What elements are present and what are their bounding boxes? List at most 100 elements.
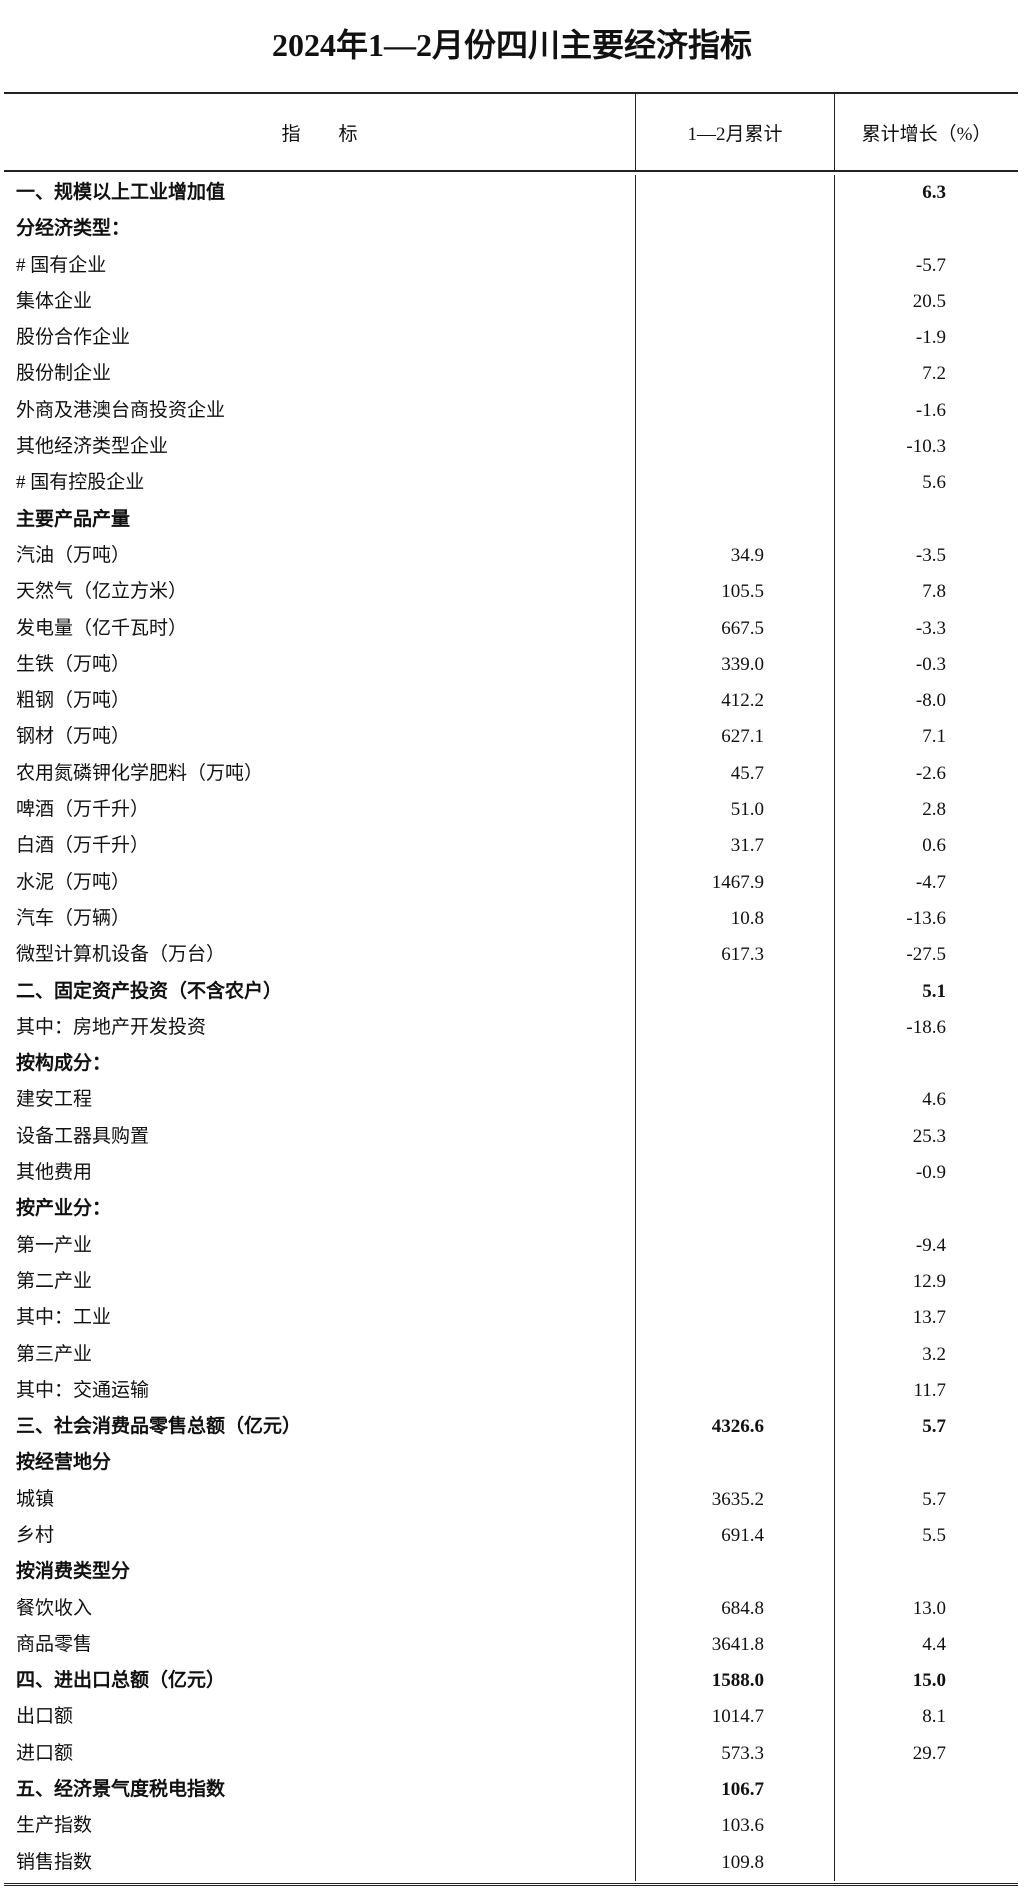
table-row: 二、固定资产投资（不含农户） 5.1 xyxy=(4,973,1018,1010)
row-label: 水泥（万吨） xyxy=(16,871,131,893)
table-row: 按构成分： xyxy=(4,1046,1018,1083)
row-growth: -1.6 xyxy=(834,392,1018,430)
row-label: 第一产业 xyxy=(16,1234,93,1256)
row-growth: 5.6 xyxy=(834,465,1018,502)
row-cumulative: 4326.6 xyxy=(635,1409,834,1446)
table-row: 商品零售 3641.8 4.4 xyxy=(4,1626,1018,1664)
row-cumulative xyxy=(635,973,834,1010)
row-label: 集体企业 xyxy=(16,290,93,312)
table-row: 进口额 573.3 29.7 xyxy=(4,1735,1018,1773)
row-cumulative xyxy=(635,1554,834,1591)
row-label: 啤酒（万千升） xyxy=(16,799,150,821)
row-label: 白酒（万千升） xyxy=(16,835,150,857)
table-row: 城镇 3635.2 5.7 xyxy=(4,1481,1018,1518)
row-cumulative xyxy=(635,465,834,502)
row-growth: 5.7 xyxy=(834,1481,1018,1518)
table-row: 按经营地分 xyxy=(4,1445,1018,1482)
row-growth: 12.9 xyxy=(834,1263,1018,1301)
table-row: 汽车（万辆） 10.8 -13.6 xyxy=(4,900,1018,938)
row-label: 一、规模以上工业增加值 xyxy=(16,182,226,203)
row-label: 出口额 xyxy=(16,1706,74,1728)
table-header: 指 标 1—2月累计 累计增长（%） xyxy=(4,94,1018,172)
row-growth: 25.3 xyxy=(834,1118,1018,1156)
row-label: 其中：工业 xyxy=(16,1307,112,1329)
row-growth: 2.8 xyxy=(834,792,1018,829)
row-growth xyxy=(834,1191,1018,1228)
row-label: 天然气（亿立方米） xyxy=(16,581,188,603)
row-cumulative: 51.0 xyxy=(635,792,834,829)
row-cumulative xyxy=(635,1191,834,1228)
row-growth: 3.2 xyxy=(834,1336,1018,1373)
row-cumulative: 109.8 xyxy=(635,1844,834,1881)
row-cumulative xyxy=(635,1336,834,1373)
row-label: 城镇 xyxy=(16,1488,55,1510)
table-row: 销售指数 109.8 xyxy=(4,1844,1018,1881)
row-growth: 8.1 xyxy=(834,1699,1018,1736)
row-growth: -18.6 xyxy=(834,1009,1018,1047)
row-growth: 11.7 xyxy=(834,1372,1018,1410)
row-growth: -13.6 xyxy=(834,900,1018,938)
row-growth xyxy=(834,1554,1018,1591)
row-growth: -8.0 xyxy=(834,683,1018,720)
row-label: 按消费类型分 xyxy=(16,1561,131,1583)
row-cumulative xyxy=(635,392,834,430)
table-row: 农用氮磷钾化学肥料（万吨） 45.7 -2.6 xyxy=(4,755,1018,793)
row-label: 发电量（亿千瓦时） xyxy=(16,617,188,639)
row-growth: 4.4 xyxy=(834,1626,1018,1664)
row-label: # 国有企业 xyxy=(16,254,107,276)
table-row: # 国有企业 -5.7 xyxy=(4,247,1018,284)
row-growth: 0.6 xyxy=(834,828,1018,865)
row-growth: -10.3 xyxy=(834,429,1018,466)
row-cumulative: 627.1 xyxy=(635,719,834,756)
row-label: 其他经济类型企业 xyxy=(16,436,169,458)
table-row: 钢材（万吨） 627.1 7.1 xyxy=(4,719,1018,756)
row-cumulative: 3635.2 xyxy=(635,1481,834,1518)
row-cumulative xyxy=(635,356,834,393)
row-label: 生产指数 xyxy=(16,1815,93,1837)
indicators-table: 指 标 1—2月累计 累计增长（%） 一、规模以上工业增加值 6.3 分经济类型： #… xyxy=(4,92,1018,1886)
row-label: 商品零售 xyxy=(16,1633,93,1655)
row-growth xyxy=(834,1808,1018,1845)
row-cumulative xyxy=(635,501,834,538)
row-label: 微型计算机设备（万台） xyxy=(16,944,226,966)
row-label: 农用氮磷钾化学肥料（万吨） xyxy=(16,762,264,784)
table-row: 四、进出口总额（亿元） 1588.0 15.0 xyxy=(4,1663,1018,1700)
row-growth: 20.5 xyxy=(834,283,1018,321)
row-growth: 7.2 xyxy=(834,356,1018,393)
table-row: 五、经济景气度税电指数 106.7 xyxy=(4,1772,1018,1809)
row-cumulative: 412.2 xyxy=(635,683,834,720)
table-row: 按产业分： xyxy=(4,1191,1018,1228)
table-row: 其他费用 -0.9 xyxy=(4,1155,1018,1192)
row-cumulative: 1014.7 xyxy=(635,1699,834,1736)
row-cumulative xyxy=(635,1372,834,1410)
row-growth xyxy=(834,1844,1018,1881)
row-cumulative xyxy=(635,175,834,212)
row-cumulative xyxy=(635,1155,834,1192)
row-cumulative: 667.5 xyxy=(635,610,834,647)
row-growth: 13.7 xyxy=(834,1300,1018,1337)
row-growth: 4.6 xyxy=(834,1082,1018,1119)
row-growth xyxy=(834,211,1018,248)
table-row: 主要产品产量 xyxy=(4,501,1018,538)
row-label: 进口额 xyxy=(16,1742,74,1764)
row-cumulative xyxy=(635,1082,834,1119)
row-label: 股份制企业 xyxy=(16,363,112,385)
row-growth: 5.5 xyxy=(834,1517,1018,1555)
row-label: 生铁（万吨） xyxy=(16,653,131,675)
row-cumulative: 106.7 xyxy=(635,1772,834,1809)
table-row: 按消费类型分 xyxy=(4,1554,1018,1591)
row-growth xyxy=(834,1445,1018,1482)
table-body: 一、规模以上工业增加值 6.3 分经济类型： # 国有企业 -5.7 集体企业 20.5 股份… xyxy=(4,172,1018,1883)
row-cumulative: 105.5 xyxy=(635,574,834,611)
header-indicator: 指 标 xyxy=(281,123,358,145)
table-row: 设备工器具购置 25.3 xyxy=(4,1118,1018,1156)
row-label: 钢材（万吨） xyxy=(16,726,131,748)
table-row: 天然气（亿立方米） 105.5 7.8 xyxy=(4,574,1018,611)
table-row: 分经济类型： xyxy=(4,211,1018,248)
row-growth: 5.7 xyxy=(834,1409,1018,1446)
row-cumulative xyxy=(635,429,834,466)
table-row: 一、规模以上工业增加值 6.3 xyxy=(4,175,1018,212)
row-label: 五、经济景气度税电指数 xyxy=(16,1779,226,1801)
row-growth xyxy=(834,1772,1018,1809)
table-row: 其他经济类型企业 -10.3 xyxy=(4,429,1018,466)
